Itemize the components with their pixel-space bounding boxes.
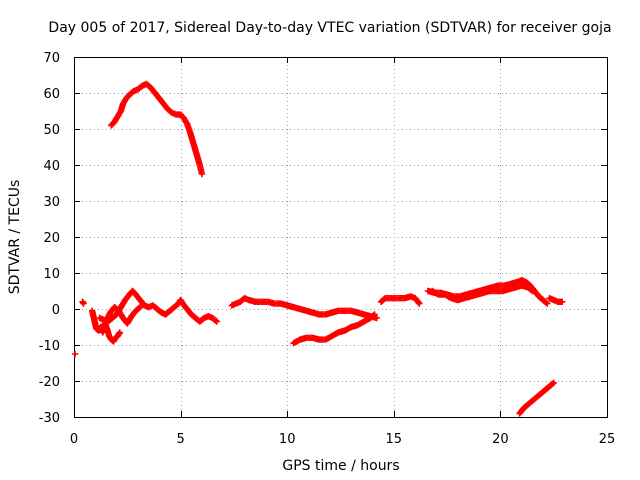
data-point <box>212 317 219 324</box>
data-point <box>544 300 551 307</box>
data-point <box>416 300 423 307</box>
x-tick-label: 0 <box>70 432 78 447</box>
data-point <box>550 379 557 386</box>
data-point <box>116 329 124 336</box>
y-tick-label: 40 <box>43 159 60 174</box>
x-axis-label: GPS time / hours <box>282 458 399 474</box>
y-tick-label: -20 <box>39 375 60 390</box>
y-tick-label: 60 <box>43 87 60 102</box>
axis-ticks: 0 5 10 15 20 25 -30 -20 -10 0 10 20 30 40 50 60 70 <box>39 51 616 447</box>
x-tick-label: 10 <box>279 432 296 447</box>
data-point <box>213 318 221 325</box>
data-point <box>529 287 536 295</box>
x-tick-label: 20 <box>492 432 509 447</box>
x-tick-label: 5 <box>176 432 184 447</box>
y-axis-label: SDTVAR / TECUs <box>7 180 23 295</box>
grid-lines <box>74 57 607 417</box>
y-tick-label: 30 <box>43 195 60 210</box>
data-point <box>371 311 378 318</box>
y-tick-label: 50 <box>43 123 60 138</box>
data-point <box>549 380 556 387</box>
data-point <box>543 299 550 306</box>
y-tick-label: -10 <box>39 339 60 354</box>
data-series <box>71 80 566 417</box>
data-point <box>135 304 143 312</box>
y-tick-label: 0 <box>52 303 60 318</box>
y-tick-label: -30 <box>39 411 60 426</box>
data-point <box>370 312 377 319</box>
data-point <box>80 300 87 307</box>
y-tick-label: 20 <box>43 231 60 246</box>
data-point <box>559 298 566 305</box>
data-point <box>71 350 79 358</box>
data-point <box>528 286 535 294</box>
x-tick-label: 25 <box>599 432 616 447</box>
data-point <box>136 304 144 311</box>
x-tick-label: 15 <box>386 432 403 447</box>
chart-title: Day 005 of 2017, Sidereal Day-to-day VTE… <box>48 20 611 36</box>
data-point <box>415 299 422 306</box>
y-tick-label: 10 <box>43 267 60 282</box>
data-point <box>198 170 206 178</box>
y-tick-label: 70 <box>43 51 60 66</box>
